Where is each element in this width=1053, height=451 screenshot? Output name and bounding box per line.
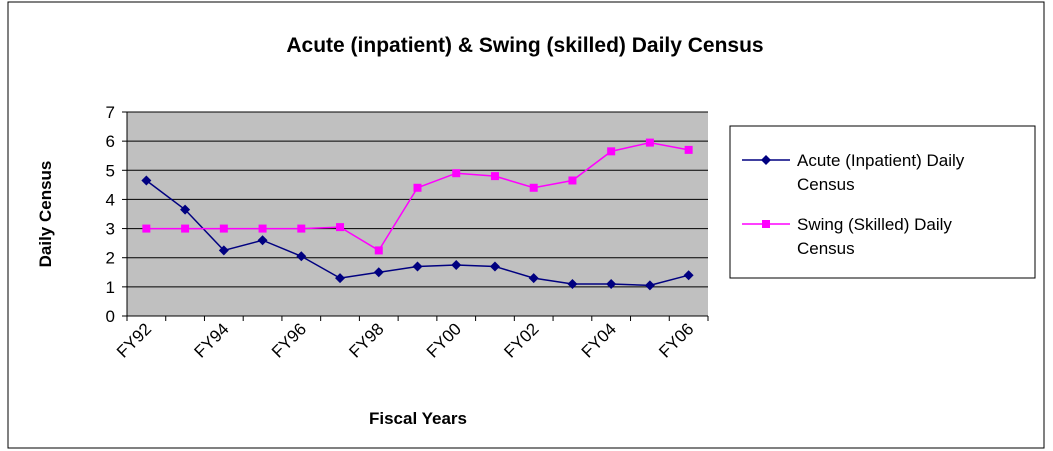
point bbox=[607, 147, 616, 156]
point bbox=[374, 246, 383, 255]
point bbox=[412, 261, 423, 272]
legend-label-line: Census bbox=[797, 175, 855, 194]
point bbox=[761, 155, 771, 165]
point bbox=[684, 145, 693, 154]
y-tick-label: 5 bbox=[106, 161, 115, 180]
point bbox=[606, 278, 617, 289]
point bbox=[762, 220, 770, 228]
legend-label-line: Swing (Skilled) Daily bbox=[797, 215, 952, 234]
y-tick-label: 0 bbox=[106, 307, 115, 326]
chart-title: Acute (inpatient) & Swing (skilled) Dail… bbox=[286, 34, 763, 57]
legend-box bbox=[729, 125, 1036, 279]
y-tick-label: 7 bbox=[106, 103, 115, 122]
point bbox=[413, 183, 422, 192]
point bbox=[568, 176, 577, 185]
y-tick-label: 4 bbox=[106, 190, 115, 209]
point bbox=[490, 172, 499, 181]
point bbox=[529, 183, 538, 192]
point bbox=[335, 273, 346, 284]
point bbox=[373, 267, 384, 278]
plot-area bbox=[127, 112, 708, 316]
point bbox=[645, 138, 654, 147]
y-tick-label: 3 bbox=[106, 220, 115, 239]
point bbox=[452, 169, 461, 178]
point bbox=[297, 224, 306, 233]
point bbox=[336, 223, 345, 232]
point bbox=[219, 224, 228, 233]
point bbox=[141, 175, 152, 186]
point bbox=[142, 224, 151, 233]
point bbox=[567, 278, 578, 289]
point bbox=[644, 280, 655, 291]
y-tick-label: 6 bbox=[106, 132, 115, 151]
point bbox=[218, 245, 229, 256]
point bbox=[683, 270, 694, 281]
y-axis-label: Daily Census bbox=[36, 161, 55, 268]
point bbox=[296, 251, 307, 262]
point bbox=[181, 224, 190, 233]
point bbox=[489, 261, 500, 272]
legend-label: Swing (Skilled) Daily Census bbox=[797, 215, 952, 258]
point bbox=[257, 235, 268, 246]
point bbox=[258, 224, 267, 233]
x-axis-label: Fiscal Years bbox=[369, 409, 467, 428]
legend-label-line: Census bbox=[797, 239, 855, 258]
legend-label: Acute (Inpatient) Daily Census bbox=[797, 151, 965, 194]
legend-label-line: Acute (Inpatient) Daily bbox=[797, 151, 965, 170]
y-tick-label: 1 bbox=[106, 278, 115, 297]
point bbox=[451, 260, 462, 270]
point bbox=[528, 273, 539, 284]
y-tick-label: 2 bbox=[106, 249, 115, 268]
point bbox=[180, 204, 191, 215]
